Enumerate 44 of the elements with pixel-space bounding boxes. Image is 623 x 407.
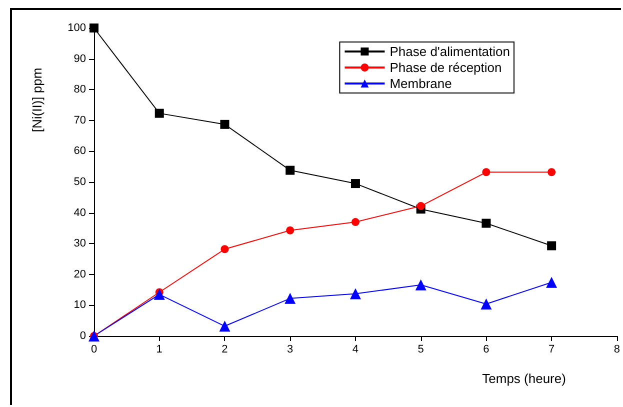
y-tick-label: 70 (74, 114, 86, 126)
y-tick-label: 40 (74, 206, 86, 219)
point (350, 288, 361, 300)
y-tick-label: 50 (74, 176, 86, 188)
point (154, 108, 164, 118)
point (286, 166, 295, 175)
point (482, 218, 491, 228)
legend-label: Phase d'alimentation (390, 44, 510, 59)
point (351, 218, 360, 226)
y-tick-label: 80 (74, 84, 86, 96)
x-tick-label: 5 (418, 344, 424, 356)
point (480, 298, 492, 310)
y-tick-label: 30 (74, 238, 86, 250)
x-tick-label: 2 (222, 344, 228, 356)
y-tick-label: 20 (74, 268, 86, 280)
x-tick-label: 6 (483, 344, 490, 356)
legend-label: Phase de réception (390, 60, 502, 75)
point (154, 288, 165, 300)
point (482, 168, 490, 176)
point (220, 245, 229, 254)
point (286, 226, 294, 234)
point (284, 292, 296, 304)
point (219, 320, 230, 332)
x-tick-label: 4 (352, 344, 359, 356)
x-tick-label: 1 (156, 344, 162, 356)
y-tick-label: 100 (68, 22, 86, 34)
point (548, 168, 556, 176)
point (546, 276, 558, 288)
x-tick-label: 8 (614, 344, 620, 356)
point (416, 202, 425, 210)
point (547, 241, 556, 250)
point (350, 179, 360, 188)
x-axis-title: Temps (heure) (482, 371, 566, 386)
y-tick-label: 60 (74, 145, 86, 158)
x-tick-label: 3 (287, 344, 294, 356)
x-tick-label: 7 (548, 344, 555, 356)
y-tick-label: 10 (74, 299, 86, 312)
point (415, 279, 426, 290)
point (220, 120, 230, 129)
y-axis-title: [Ni(II)] ppm (30, 68, 44, 132)
legend-label: Membrane (390, 76, 452, 91)
x-tick-label: 0 (90, 344, 98, 356)
y-tick-label: 0 (80, 330, 86, 342)
y-tick-label: 90 (74, 52, 86, 65)
